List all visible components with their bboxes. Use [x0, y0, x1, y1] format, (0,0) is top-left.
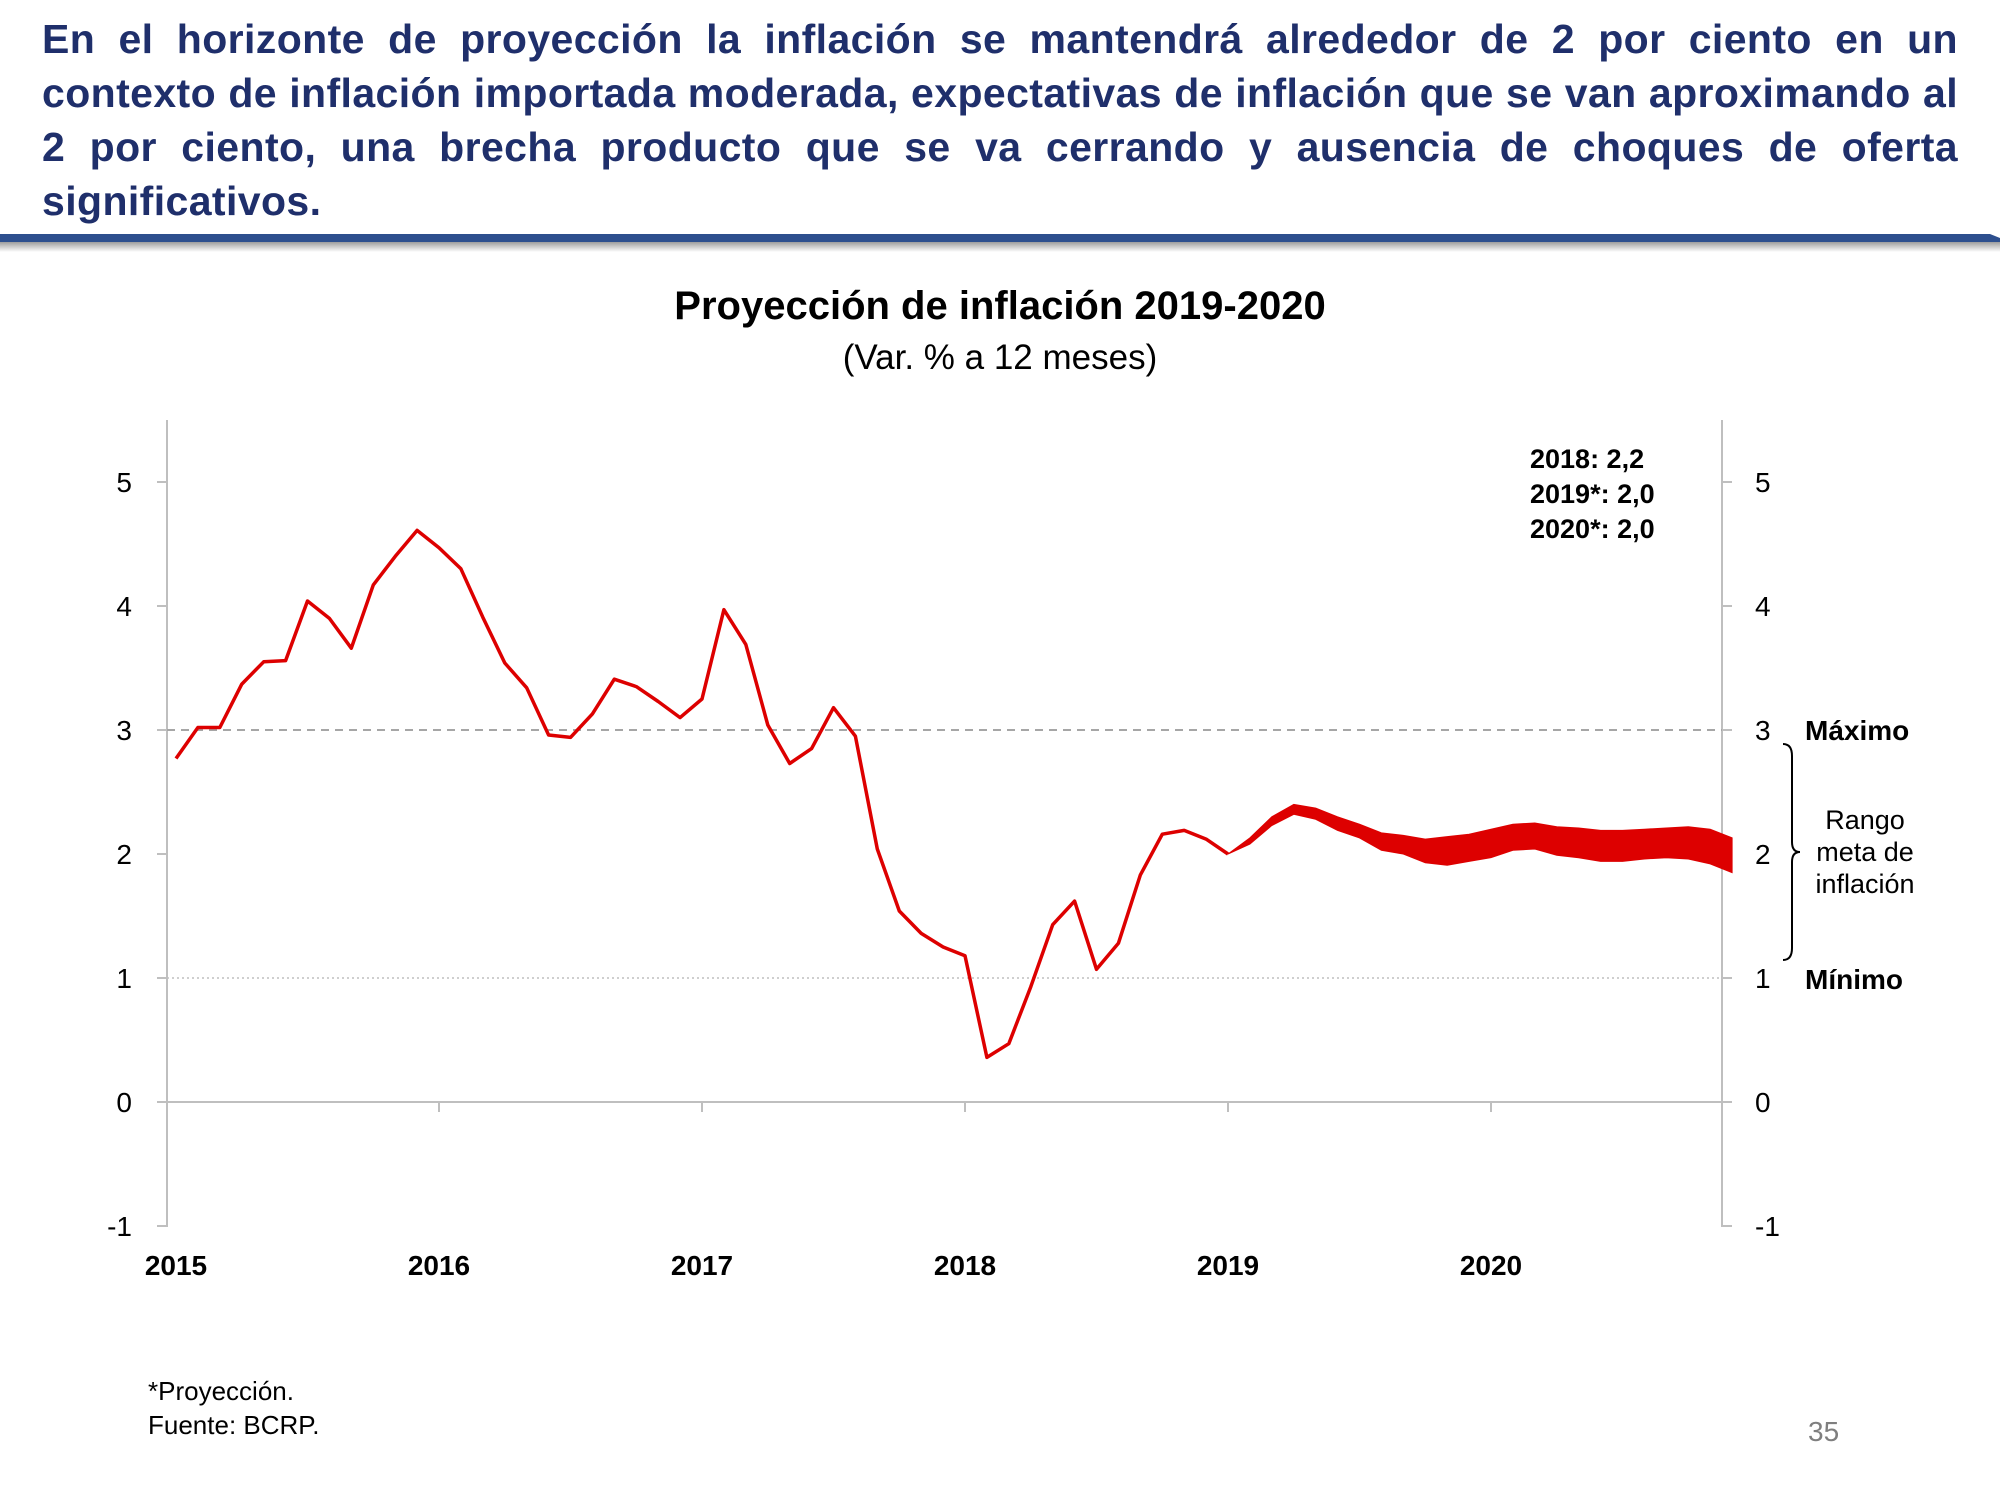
max-label: Máximo	[1805, 715, 1909, 746]
y-tick-label-right: 0	[1755, 1087, 1771, 1118]
min-label: Mínimo	[1805, 964, 1903, 995]
y-tick-label-left: 5	[116, 467, 132, 498]
y-tick-label-left: 2	[116, 839, 132, 870]
footnote-projection: *Proyección.	[148, 1376, 294, 1406]
range-label-line-2: meta de	[1816, 837, 1914, 867]
range-label-line-1: Rango	[1825, 805, 1905, 835]
header-rule	[0, 234, 2000, 252]
y-tick-label-left: -1	[107, 1211, 132, 1242]
y-tick-label-right: 3	[1755, 715, 1771, 746]
y-tick-label-left: 3	[116, 715, 132, 746]
y-tick-label-left: 0	[116, 1087, 132, 1118]
x-tick-label: 2015	[145, 1250, 207, 1281]
y-tick-label-right: 4	[1755, 591, 1771, 622]
annotation-1: 2018: 2,2	[1530, 444, 1644, 474]
chart-subtitle: (Var. % a 12 meses)	[842, 338, 1158, 377]
y-tick-label-left: 1	[116, 963, 132, 994]
y-tick-label-right: 5	[1755, 467, 1771, 498]
range-label-line-3: inflación	[1815, 869, 1914, 899]
chart-title: Proyección de inflación 2019-2020	[674, 284, 1326, 328]
y-tick-label-right: -1	[1755, 1211, 1780, 1242]
page-number: 35	[1808, 1416, 1840, 1447]
annotation-3: 2020*: 2,0	[1530, 514, 1655, 544]
x-tick-label: 2018	[934, 1250, 996, 1281]
annotation-2: 2019*: 2,0	[1530, 479, 1655, 509]
footnote-source: Fuente: BCRP.	[148, 1410, 320, 1440]
x-tick-label: 2016	[408, 1250, 470, 1281]
y-tick-label-left: 4	[116, 591, 132, 622]
y-tick-label-right: 1	[1755, 963, 1771, 994]
inflation-line	[174, 528, 1229, 1060]
y-tick-label-right: 2	[1755, 839, 1771, 870]
projection-band	[1227, 803, 1733, 874]
range-brace	[1782, 743, 1801, 961]
headline: En el horizonte de proyección la inflaci…	[42, 16, 1958, 224]
x-tick-label: 2017	[671, 1250, 733, 1281]
x-tick-label: 2019	[1197, 1250, 1259, 1281]
x-tick-label: 2020	[1460, 1250, 1522, 1281]
